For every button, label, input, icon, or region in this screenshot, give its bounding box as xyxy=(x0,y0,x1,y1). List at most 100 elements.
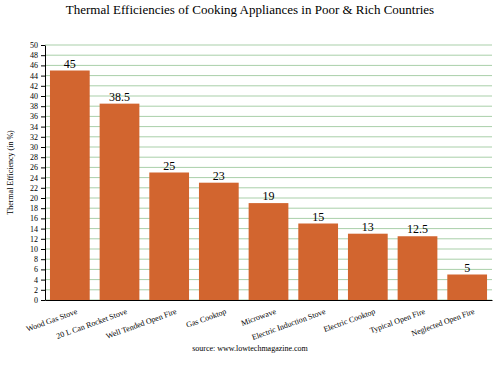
axis-line xyxy=(46,300,493,301)
tick-mark xyxy=(41,290,45,291)
tick-mark xyxy=(41,96,45,97)
bar xyxy=(298,224,338,301)
grid-line xyxy=(45,75,492,76)
tick-mark xyxy=(41,269,45,270)
data-label: 5 xyxy=(464,261,470,275)
tick: Microwave xyxy=(240,307,278,328)
tick: 28 xyxy=(30,153,45,162)
data-label: 23 xyxy=(213,169,225,183)
tick: Well Tended Open Fire xyxy=(105,307,178,341)
grid xyxy=(45,45,492,300)
tick: 12 xyxy=(30,235,45,244)
tick-label: 48 xyxy=(30,51,38,60)
tick-label: 14 xyxy=(30,225,38,234)
tick-label: 34 xyxy=(30,123,38,132)
tick-label: 18 xyxy=(30,204,38,213)
y-axis-title: Thermal Efficiency (in %) xyxy=(6,130,15,215)
tick: 20 xyxy=(30,194,45,203)
bars xyxy=(50,71,487,301)
tick: 34 xyxy=(30,123,45,132)
tick-mark xyxy=(41,106,45,107)
bar xyxy=(100,104,140,300)
tick-label: 26 xyxy=(30,163,38,172)
tick-mark xyxy=(41,198,45,199)
source: source: www.lowtechmagazine.com xyxy=(192,344,308,353)
tick-mark xyxy=(41,218,45,219)
tick-label: Microwave xyxy=(240,307,278,328)
tick: 46 xyxy=(30,61,45,70)
tick: 6 xyxy=(34,265,45,274)
tick-label: 22 xyxy=(30,184,38,193)
tick-label: 6 xyxy=(34,265,38,274)
tick: 0 xyxy=(34,296,45,305)
tick-label: 46 xyxy=(30,61,38,70)
tick-label: 16 xyxy=(30,214,38,223)
tick-mark xyxy=(41,167,45,168)
tick-mark xyxy=(41,116,45,117)
tick-label: 42 xyxy=(30,82,38,91)
bar xyxy=(447,275,487,301)
tick-label: Gas Cooktop xyxy=(185,307,228,330)
tick-mark xyxy=(41,45,45,46)
data-label: 25 xyxy=(163,159,175,173)
tick-mark xyxy=(41,86,45,87)
tick-label: 36 xyxy=(30,112,38,121)
tick-mark xyxy=(41,55,45,56)
tick-label: 38 xyxy=(30,102,38,111)
tick: 2 xyxy=(34,286,45,295)
tick-label: 4 xyxy=(34,276,38,285)
tick: 26 xyxy=(30,163,45,172)
data-label: 15 xyxy=(312,210,324,224)
tick-mark xyxy=(41,178,45,179)
tick-mark xyxy=(41,259,45,260)
tick: 50 xyxy=(30,41,45,50)
tick-label: 44 xyxy=(30,72,38,81)
tick: 22 xyxy=(30,184,45,193)
tick: 38 xyxy=(30,102,45,111)
tick-mark xyxy=(41,65,45,66)
grid-line xyxy=(45,85,492,86)
tick-label: 2 xyxy=(34,286,38,295)
data-label: 45 xyxy=(64,57,76,71)
tick-mark xyxy=(41,300,45,301)
bar xyxy=(50,71,90,301)
tick: 18 xyxy=(30,204,45,213)
data-labels: 4538.5252319151312.55 xyxy=(64,57,470,275)
tick-label: 30 xyxy=(30,143,38,152)
tick-mark xyxy=(41,137,45,138)
tick: 10 xyxy=(30,245,45,254)
y-axis: 0246810121416182022242628303234363840424… xyxy=(30,41,46,305)
tick-label: 12 xyxy=(30,235,38,244)
title: Thermal Efficiencies of Cooking Applianc… xyxy=(66,2,434,17)
tick-label: Well Tended Open Fire xyxy=(105,307,178,341)
tick-mark xyxy=(41,208,45,209)
tick-label: 0 xyxy=(34,296,38,305)
tick: 30 xyxy=(30,143,45,152)
tick-label: 10 xyxy=(30,245,38,254)
tick-label: 40 xyxy=(30,92,38,101)
tick: Electric Induction Stove xyxy=(251,307,328,342)
tick-mark xyxy=(41,239,45,240)
data-label: 13 xyxy=(362,220,374,234)
tick: 14 xyxy=(30,225,45,234)
tick-mark xyxy=(41,280,45,281)
tick-label: 20 xyxy=(30,194,38,203)
tick-label: 28 xyxy=(30,153,38,162)
tick-mark xyxy=(41,249,45,250)
tick-mark xyxy=(41,157,45,158)
tick-mark xyxy=(41,229,45,230)
tick-label: 24 xyxy=(30,174,38,183)
bar xyxy=(348,234,388,300)
tick: Gas Cooktop xyxy=(185,307,228,330)
bar xyxy=(199,183,239,300)
tick-mark xyxy=(41,147,45,148)
tick: Neglected Open Fire xyxy=(410,307,476,338)
chart: Thermal Efficiencies of Cooking Applianc… xyxy=(0,0,500,367)
grid-line xyxy=(45,55,492,56)
tick: 40 xyxy=(30,92,45,101)
grid-line xyxy=(45,65,492,66)
tick: Electric Cooktop xyxy=(322,307,376,334)
tick: 42 xyxy=(30,82,45,91)
tick-label: 50 xyxy=(30,41,38,50)
tick-label: 8 xyxy=(34,255,38,264)
